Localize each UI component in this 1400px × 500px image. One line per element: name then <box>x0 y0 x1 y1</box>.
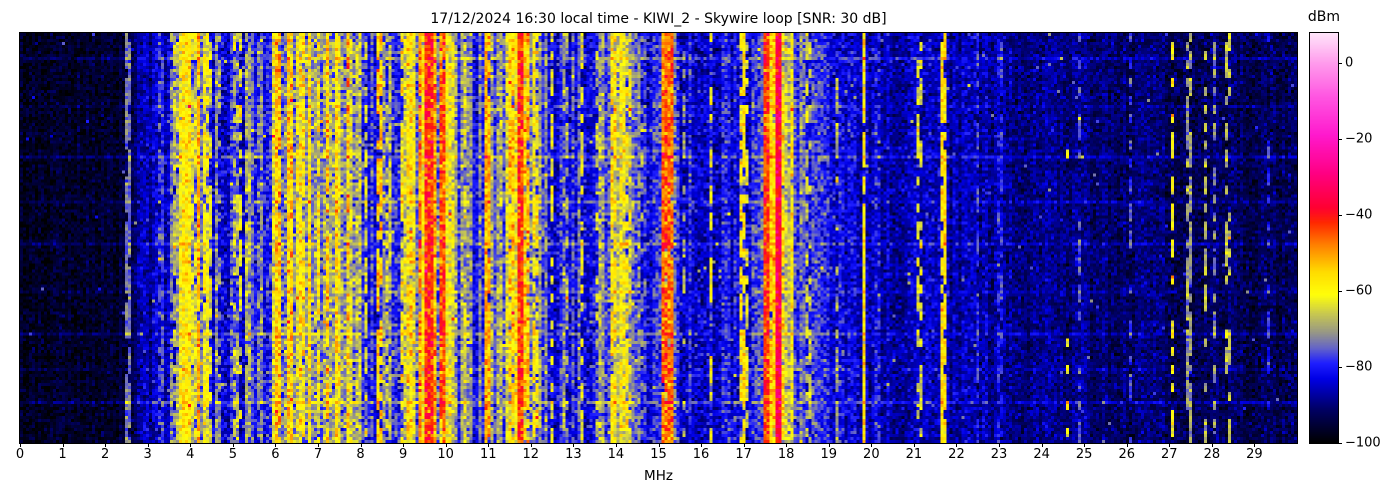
x-tick-mark <box>573 443 574 447</box>
x-tick-label: 6 <box>271 447 280 462</box>
x-tick-mark <box>1042 443 1043 447</box>
x-tick-mark <box>956 443 957 447</box>
x-tick-label: 24 <box>1033 447 1050 462</box>
x-tick-label: 10 <box>437 447 454 462</box>
x-tick-label: 23 <box>990 447 1008 462</box>
colorbar-canvas <box>1310 33 1338 443</box>
colorbar <box>1309 32 1339 444</box>
x-tick-mark <box>1127 443 1128 447</box>
x-tick-mark <box>999 443 1000 447</box>
chart-title: 17/12/2024 16:30 local time - KIWI_2 - S… <box>430 11 887 27</box>
x-tick-mark <box>744 443 745 447</box>
colorbar-tick-mark <box>1338 139 1342 140</box>
x-tick-label: 27 <box>1161 447 1178 462</box>
x-tick-mark <box>63 443 64 447</box>
x-tick-label: 2 <box>100 447 110 462</box>
x-tick-label: 16 <box>692 447 710 462</box>
colorbar-tick-mark <box>1338 443 1342 444</box>
colorbar-unit-label: dBm <box>1307 9 1341 25</box>
x-tick-label: 7 <box>313 447 323 462</box>
x-tick-label: 18 <box>777 447 795 462</box>
x-tick-label: 21 <box>905 447 923 462</box>
x-tick-mark <box>1084 443 1085 447</box>
x-tick-label: 1 <box>58 447 67 462</box>
x-tick-mark <box>361 443 362 447</box>
plot-area <box>19 32 1298 444</box>
colorbar-tick-label: −80 <box>1345 359 1373 375</box>
x-tick-mark <box>148 443 149 447</box>
x-tick-label: 28 <box>1203 447 1221 462</box>
x-tick-mark <box>1212 443 1213 447</box>
colorbar-tick-label: −20 <box>1345 131 1373 147</box>
colorbar-tick-label: −40 <box>1345 207 1373 223</box>
x-tick-mark <box>914 443 915 447</box>
x-tick-mark <box>659 443 660 447</box>
colorbar-tick-label: −100 <box>1345 435 1381 451</box>
x-tick-label: 9 <box>398 447 408 462</box>
x-tick-mark <box>701 443 702 447</box>
x-tick-label: 29 <box>1246 447 1263 462</box>
x-tick-mark <box>446 443 447 447</box>
x-tick-label: 5 <box>228 447 237 462</box>
x-tick-label: 12 <box>522 447 540 462</box>
x-tick-label: 0 <box>15 447 25 462</box>
x-tick-label: 13 <box>565 447 582 462</box>
x-tick-mark <box>1169 443 1170 447</box>
x-tick-mark <box>190 443 191 447</box>
x-tick-mark <box>531 443 532 447</box>
x-tick-label: 11 <box>479 447 497 462</box>
colorbar-tick-label: −60 <box>1345 283 1373 299</box>
x-tick-label: 22 <box>948 447 965 462</box>
x-tick-label: 8 <box>356 447 365 462</box>
x-tick-mark <box>616 443 617 447</box>
colorbar-tick-mark <box>1338 215 1342 216</box>
x-tick-label: 19 <box>820 447 838 462</box>
x-tick-mark <box>829 443 830 447</box>
x-tick-mark <box>786 443 787 447</box>
colorbar-tick-mark <box>1338 291 1342 292</box>
x-tick-mark <box>275 443 276 447</box>
x-tick-label: 3 <box>143 447 152 462</box>
x-tick-mark <box>1254 443 1255 447</box>
x-tick-label: 14 <box>607 447 625 462</box>
colorbar-tick-mark <box>1338 367 1342 368</box>
x-tick-mark <box>403 443 404 447</box>
x-tick-label: 15 <box>650 447 667 462</box>
x-tick-mark <box>488 443 489 447</box>
colorbar-tick-mark <box>1338 63 1342 64</box>
x-tick-label: 25 <box>1075 447 1093 462</box>
spectrogram-canvas <box>20 33 1297 443</box>
x-tick-label: 26 <box>1118 447 1135 462</box>
x-tick-mark <box>318 443 319 447</box>
x-tick-mark <box>233 443 234 447</box>
colorbar-tick-label: 0 <box>1345 55 1354 71</box>
x-tick-label: 17 <box>735 447 752 462</box>
x-tick-mark <box>105 443 106 447</box>
x-tick-label: 4 <box>186 447 195 462</box>
x-tick-label: 20 <box>863 447 880 462</box>
x-axis-label: MHz <box>644 468 673 484</box>
x-tick-mark <box>871 443 872 447</box>
x-tick-mark <box>20 443 21 447</box>
